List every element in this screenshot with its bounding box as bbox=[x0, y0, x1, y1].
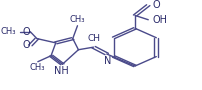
Text: NH: NH bbox=[54, 66, 68, 76]
Text: CH₃: CH₃ bbox=[69, 15, 85, 24]
Text: CH: CH bbox=[87, 34, 100, 43]
Text: O: O bbox=[22, 40, 30, 50]
Text: CH₃: CH₃ bbox=[0, 27, 16, 36]
Text: N: N bbox=[103, 56, 111, 66]
Text: O: O bbox=[152, 0, 160, 10]
Text: OH: OH bbox=[152, 15, 167, 25]
Text: CH₃: CH₃ bbox=[29, 63, 44, 72]
Text: O: O bbox=[22, 27, 30, 37]
